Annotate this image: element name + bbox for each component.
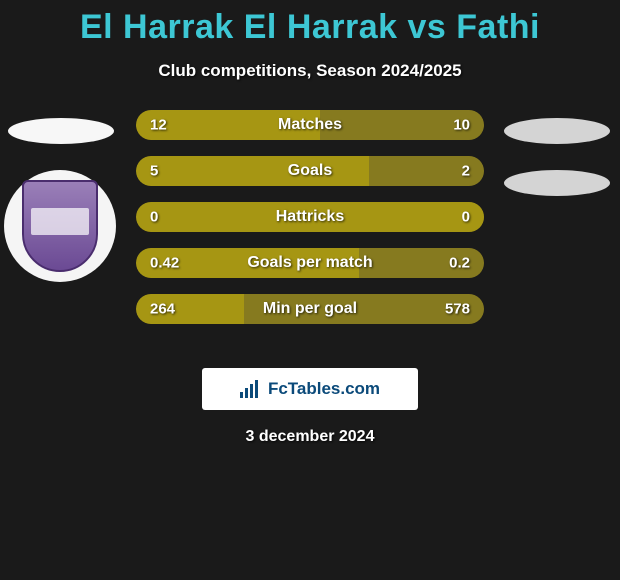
left-player-placeholder-1 (8, 118, 114, 144)
stat-label: Hattricks (136, 208, 484, 226)
stat-label: Min per goal (136, 300, 484, 318)
brand-text: FcTables.com (268, 379, 380, 399)
page-title: El Harrak El Harrak vs Fathi (0, 0, 620, 47)
bar-chart-icon (240, 380, 262, 398)
stat-row: 52Goals (136, 156, 484, 186)
footer: FcTables.com 3 december 2024 (0, 350, 620, 446)
right-player-placeholder-1 (504, 118, 610, 144)
comparison-bars: 1210Matches 52Goals 00Hattricks 0.420.2Goal… (136, 110, 484, 340)
stat-label: Matches (136, 116, 484, 134)
right-player-placeholder-2 (504, 170, 610, 196)
stat-row: 0.420.2Goals per match (136, 248, 484, 278)
stat-label: Goals (136, 162, 484, 180)
brand-badge: FcTables.com (202, 368, 418, 410)
left-player-column (8, 118, 116, 282)
page-subtitle: Club competitions, Season 2024/2025 (0, 61, 620, 81)
stat-row: 264578Min per goal (136, 294, 484, 324)
date-label: 3 december 2024 (0, 428, 620, 446)
stat-label: Goals per match (136, 254, 484, 272)
left-club-logo (4, 170, 116, 282)
right-player-column (504, 118, 612, 222)
shield-icon (22, 180, 98, 272)
stat-row: 00Hattricks (136, 202, 484, 232)
stat-row: 1210Matches (136, 110, 484, 140)
